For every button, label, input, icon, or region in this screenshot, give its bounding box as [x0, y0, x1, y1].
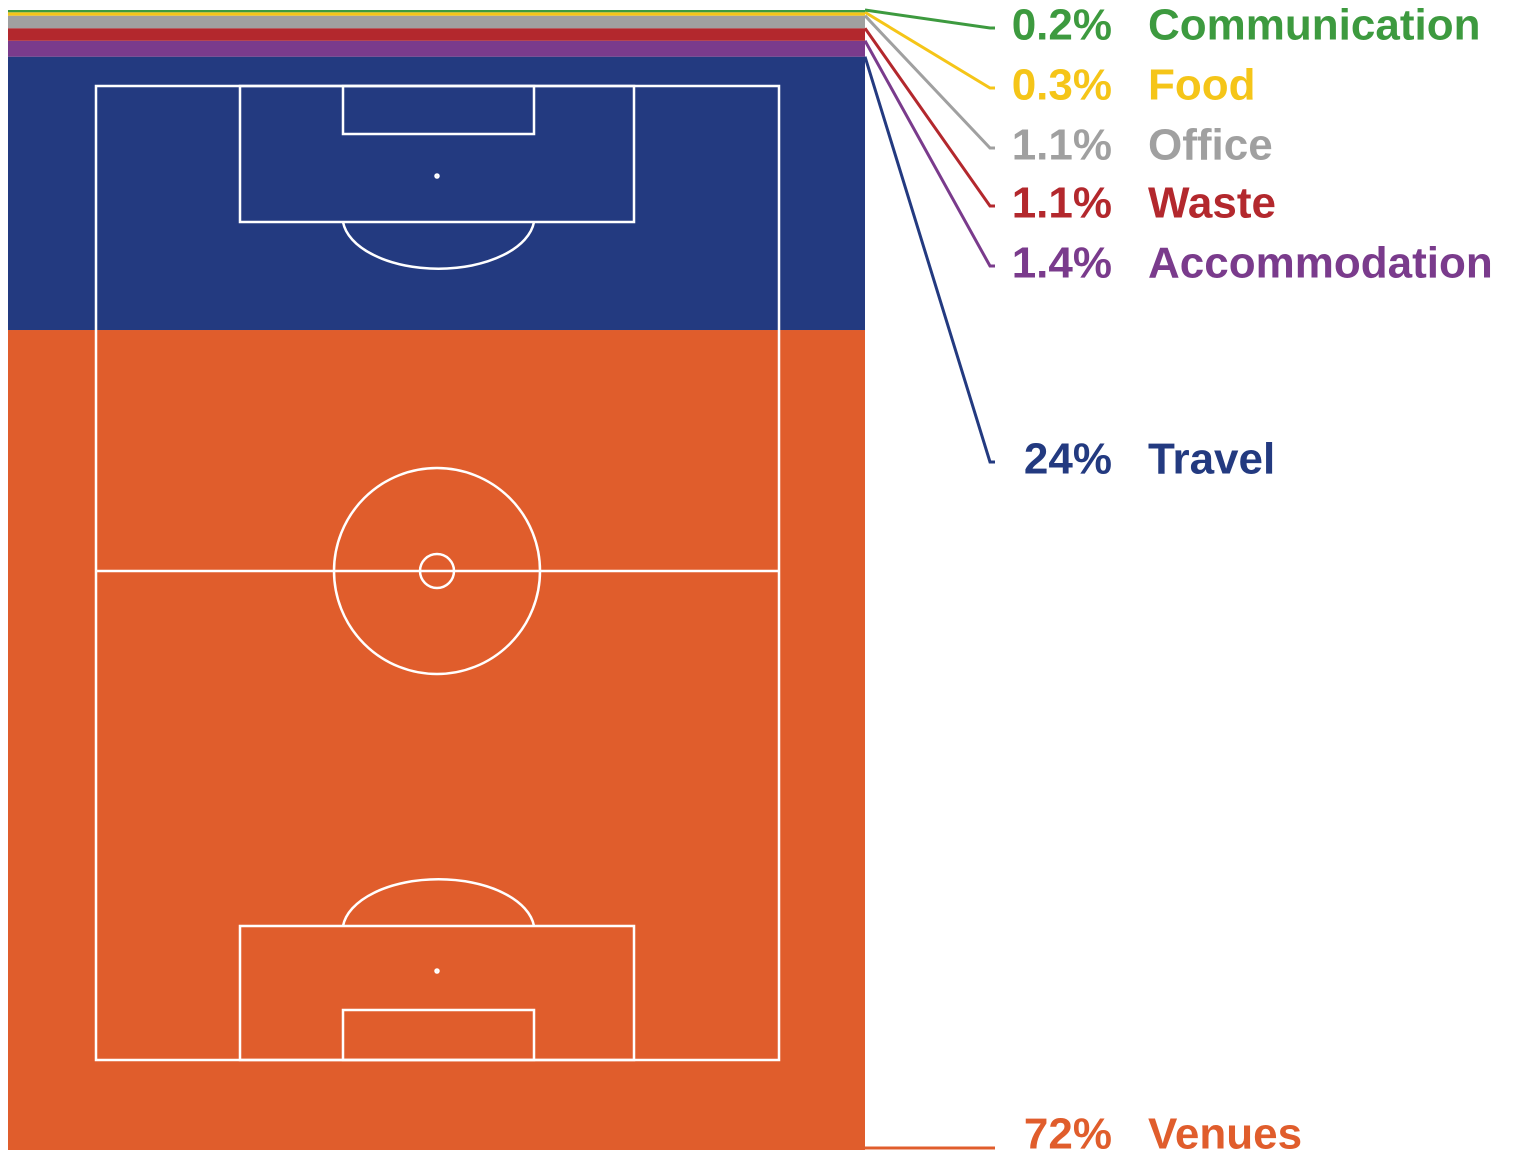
value-label: 0.2% [1012, 1, 1112, 50]
leader-line [863, 40, 995, 268]
category-label: Travel [1148, 435, 1275, 484]
bar-segment [8, 28, 865, 41]
bar-segment [8, 56, 865, 331]
category-label: Waste [1148, 179, 1276, 228]
value-label: 72% [1024, 1110, 1112, 1159]
category-label: Office [1148, 121, 1273, 170]
category-label: Food [1148, 61, 1256, 110]
penalty-spot [434, 173, 440, 179]
value-label: 0.3% [1012, 61, 1112, 110]
center-spot-ring [418, 552, 456, 590]
value-label: 1.1% [1012, 179, 1112, 228]
goal-area [341, 84, 536, 136]
category-label: Communication [1148, 1, 1480, 50]
pitch-lines [94, 84, 781, 1062]
leader-line [864, 10, 995, 90]
leader-line [863, 27, 995, 208]
value-label: 1.4% [1012, 239, 1112, 288]
category-label: Accommodation [1148, 239, 1493, 288]
bar-segment [8, 40, 865, 57]
leader-line [864, 8, 995, 30]
leader-line [863, 56, 995, 464]
penalty-arc [341, 221, 536, 270]
stacked-column [8, 10, 865, 1150]
leader-line [863, 14, 995, 150]
bar-segment [8, 12, 865, 16]
penalty-spot [434, 968, 440, 974]
penalty-arc [341, 878, 536, 927]
category-label: Venues [1148, 1110, 1302, 1159]
bar-segment [8, 10, 865, 13]
bar-segment [8, 330, 865, 1150]
labels: 72% Venues 24% Travel 1.4% Accommodation 1.1% W… [863, 1, 1493, 1159]
value-label: 1.1% [1012, 121, 1112, 170]
value-label: 24% [1024, 435, 1112, 484]
bar-segment [8, 15, 865, 29]
center-circle [332, 466, 542, 676]
goal-area [341, 1008, 536, 1062]
